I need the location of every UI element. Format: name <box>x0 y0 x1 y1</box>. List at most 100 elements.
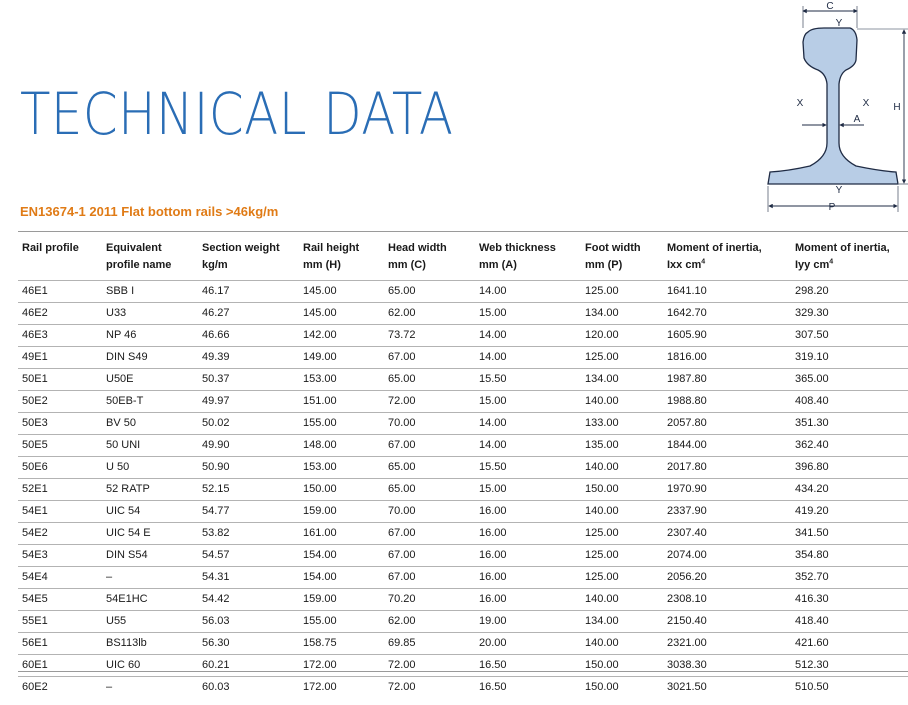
table-cell: 50E3 <box>18 412 102 435</box>
table-cell: 14.00 <box>475 434 581 457</box>
table-cell: 2321.00 <box>663 632 791 655</box>
table-cell: 1988.80 <box>663 390 791 413</box>
table-cell: 14.00 <box>475 412 581 435</box>
table-cell: DIN S49 <box>102 346 198 369</box>
table-row: 50E6 U 50 50.90 153.00 65.00 15.50 140.00 2017.… <box>18 456 908 479</box>
table-cell: 16.00 <box>475 588 581 611</box>
table-cell: 50E1 <box>18 368 102 391</box>
table-cell: 67.00 <box>384 522 475 545</box>
table-cell: 62.00 <box>384 302 475 325</box>
table-cell: 54.77 <box>198 500 299 523</box>
table-cell: 54E1HC <box>102 588 198 611</box>
table-cell: 54E4 <box>18 566 102 589</box>
table-cell: 3038.30 <box>663 654 791 677</box>
table-cell: 365.00 <box>791 368 908 391</box>
table-cell: 72.00 <box>384 390 475 413</box>
table-row: 52E1 52 RATP 52.15 150.00 65.00 15.00 150.00 19… <box>18 478 908 501</box>
column-header: Moment of inertia, Ixx cm4 <box>663 238 791 281</box>
table-cell: 140.00 <box>581 588 663 611</box>
table-cell: 140.00 <box>581 632 663 655</box>
rail-profile-diagram: C Y H X X A Y P <box>767 1 908 213</box>
table-cell: 145.00 <box>299 302 384 325</box>
table-cell: 53.82 <box>198 522 299 545</box>
table-cell: 49.39 <box>198 346 299 369</box>
table-cell: 50 UNI <box>102 434 198 457</box>
column-header-line2: profile name <box>106 259 172 271</box>
column-header-line1: Web thickness <box>479 242 556 254</box>
table-cell: 54E3 <box>18 544 102 567</box>
table-cell: 56.03 <box>198 610 299 633</box>
table-cell: 14.00 <box>475 324 581 347</box>
table-cell: 135.00 <box>581 434 663 457</box>
table-cell: 67.00 <box>384 566 475 589</box>
table-cell: 418.40 <box>791 610 908 633</box>
table-cell: 1605.90 <box>663 324 791 347</box>
column-header-line2: mm (P) <box>585 259 623 271</box>
table-cell: 72.00 <box>384 654 475 677</box>
table-cell: 154.00 <box>299 566 384 589</box>
table-cell: 133.00 <box>581 412 663 435</box>
table-cell: 73.72 <box>384 324 475 347</box>
table-cell: 125.00 <box>581 522 663 545</box>
table-cell: 510.50 <box>791 676 908 698</box>
table-cell: 46.27 <box>198 302 299 325</box>
table-cell: 15.00 <box>475 478 581 501</box>
table-cell: 159.00 <box>299 588 384 611</box>
table-cell: 396.80 <box>791 456 908 479</box>
table-cell: 158.75 <box>299 632 384 655</box>
column-header-line2: Iyy cm <box>795 259 830 271</box>
table-cell: 172.00 <box>299 676 384 698</box>
table-cell: 50EB-T <box>102 390 198 413</box>
table-cell: UIC 54 E <box>102 522 198 545</box>
table-cell: 434.20 <box>791 478 908 501</box>
table-cell: 150.00 <box>581 478 663 501</box>
table-cell: 1642.70 <box>663 302 791 325</box>
table-cell: 150.00 <box>299 478 384 501</box>
table-cell: 134.00 <box>581 302 663 325</box>
table-row: 55E1 U55 56.03 155.00 62.00 19.00 134.00 2150.4… <box>18 610 908 633</box>
table-cell: 46.66 <box>198 324 299 347</box>
table-cell: U 50 <box>102 456 198 479</box>
table-cell: 329.30 <box>791 302 908 325</box>
table-cell: 49.90 <box>198 434 299 457</box>
table-cell: 52E1 <box>18 478 102 501</box>
table-cell: 155.00 <box>299 610 384 633</box>
table-row: 60E2–60.03 172.00 72.00 16.50 150.00 3021.50 5… <box>18 676 908 698</box>
table-cell: 49E1 <box>18 346 102 369</box>
column-header: Rail profile <box>18 238 102 281</box>
axis-x-left-label: X <box>797 98 804 109</box>
column-header-line1: Head width <box>388 242 447 254</box>
table-cell: 307.50 <box>791 324 908 347</box>
table-row: 56E1 BS113lb 56.30 158.75 69.85 20.00 140.00 23… <box>18 632 908 655</box>
table-cell: 60E1 <box>18 654 102 677</box>
table-row: 60E1 UIC 60 60.21 172.00 72.00 16.50 150.00 303… <box>18 654 908 677</box>
axis-x-right-label: X <box>863 98 870 109</box>
table-cell: SBB I <box>102 280 198 303</box>
table-cell: NP 46 <box>102 324 198 347</box>
table-cell: 408.40 <box>791 390 908 413</box>
table-cell: 416.30 <box>791 588 908 611</box>
column-header: Equivalent profile name <box>102 238 198 281</box>
table-cell: 1816.00 <box>663 346 791 369</box>
column-header-line2: mm (C) <box>388 259 426 271</box>
table-cell: 65.00 <box>384 280 475 303</box>
column-header: Section weight kg/m <box>198 238 299 281</box>
table-cell: 52 RATP <box>102 478 198 501</box>
table-cell: 2057.80 <box>663 412 791 435</box>
column-header: Web thickness mm (A) <box>475 238 581 281</box>
table-cell: 15.00 <box>475 390 581 413</box>
table-cell: – <box>102 676 198 698</box>
table-cell: 20.00 <box>475 632 581 655</box>
table-cell: 15.00 <box>475 302 581 325</box>
table-cell: 70.20 <box>384 588 475 611</box>
table-cell: 153.00 <box>299 368 384 391</box>
column-header: Moment of inertia, Iyy cm4 <box>791 238 908 281</box>
table-cell: 150.00 <box>581 654 663 677</box>
table-cell: 16.00 <box>475 544 581 567</box>
table-cell: 50.37 <box>198 368 299 391</box>
column-header-line2: mm (A) <box>479 259 517 271</box>
table-cell: 125.00 <box>581 566 663 589</box>
table-cell: 319.10 <box>791 346 908 369</box>
table-row: 49E1 DIN S49 49.39 149.00 67.00 14.00 125.00 18… <box>18 346 908 369</box>
table-cell: BS113lb <box>102 632 198 655</box>
